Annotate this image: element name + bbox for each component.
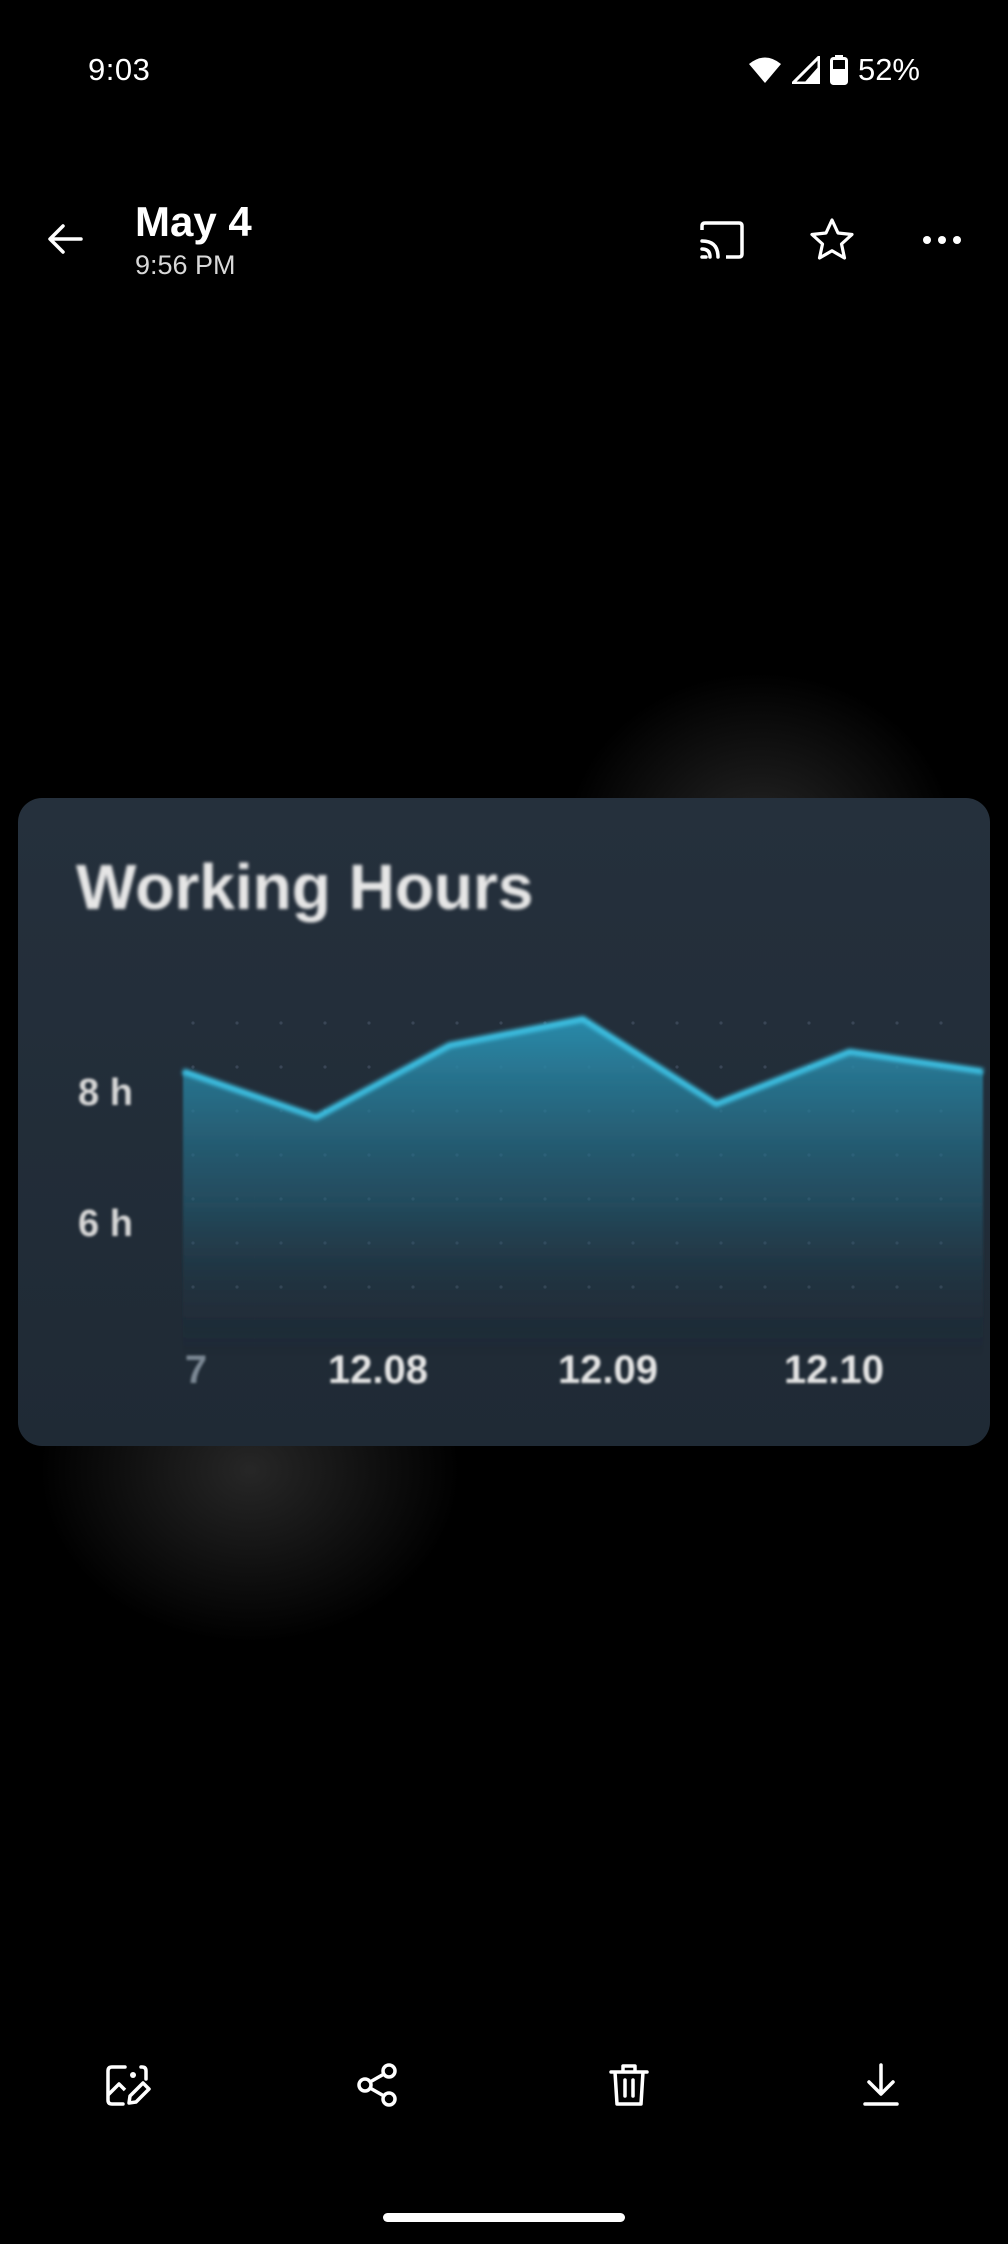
x-tick-label: 12.10 [784, 1348, 884, 1392]
grid-dot [851, 1021, 855, 1025]
arrow-left-icon [48, 224, 83, 254]
battery-percent: 52% [857, 52, 920, 87]
trash-icon [609, 2064, 649, 2106]
grid-dot [939, 1021, 943, 1025]
grid-dot [411, 1021, 415, 1025]
grid-dot [631, 1021, 635, 1025]
grid-dot [367, 1065, 371, 1069]
grid-dot [763, 1065, 767, 1069]
share-button[interactable] [332, 2040, 422, 2130]
wifi-icon [748, 56, 782, 84]
grid-dot [499, 1021, 503, 1025]
star-icon [810, 218, 854, 260]
status-time: 9:03 [88, 52, 151, 87]
grid-dot [279, 1065, 283, 1069]
edit-image-button[interactable] [82, 2040, 172, 2130]
share-icon [357, 2063, 397, 2107]
y-tick-label: 8 h [78, 1072, 133, 1114]
home-indicator[interactable] [383, 2213, 625, 2222]
grid-dot [235, 1021, 239, 1025]
grid-dot [191, 1021, 195, 1025]
download-button[interactable] [836, 2040, 926, 2130]
chart-title: Working Hours [76, 851, 534, 923]
back-button[interactable] [30, 204, 100, 274]
x-tick-label: 7 [185, 1348, 207, 1392]
grid-dot [235, 1065, 239, 1069]
grid-dot [719, 1065, 723, 1069]
edit-image-icon [106, 2065, 151, 2106]
x-tick-label: 12.08 [328, 1348, 428, 1392]
more-icon [923, 236, 961, 244]
status-icons: 52% [748, 52, 920, 88]
grid-dot [895, 1021, 899, 1025]
delete-button[interactable] [584, 2040, 674, 2130]
cast-icon [700, 221, 744, 259]
chart-series-line [182, 1016, 984, 1121]
bottom-toolbar [0, 2040, 1008, 2130]
app-actions [686, 204, 978, 276]
photo-image[interactable]: Working Hours 8 h 6 h 7 12.08 12.09 12.10 [18, 798, 990, 1446]
title-block: May 4 9:56 PM [135, 198, 252, 281]
photo-time-subtitle: 9:56 PM [135, 250, 236, 280]
grid-dot [807, 1021, 811, 1025]
cell-signal-icon [791, 56, 820, 84]
y-tick-label: 6 h [78, 1203, 133, 1245]
x-tick-label: 12.09 [558, 1348, 658, 1392]
grid-dot [367, 1021, 371, 1025]
cast-button[interactable] [686, 204, 758, 276]
grid-dot [763, 1021, 767, 1025]
grid-dot [675, 1021, 679, 1025]
battery-icon [829, 55, 848, 85]
grid-dot [455, 1021, 459, 1025]
working-hours-chart: 8 h 6 h 7 12.08 12.09 12.10 [78, 1016, 984, 1392]
grid-dot [279, 1021, 283, 1025]
grid-dot [323, 1065, 327, 1069]
more-options-button[interactable] [906, 204, 978, 276]
app-bar: May 4 9:56 PM [0, 180, 1008, 300]
y-axis-ticks: 8 h 6 h [78, 1072, 133, 1245]
grid-dot [675, 1065, 679, 1069]
grid-dot [323, 1021, 327, 1025]
grid-dot [719, 1021, 723, 1025]
download-icon [863, 2063, 899, 2106]
grid-dot [191, 1065, 195, 1069]
x-axis-ticks: 7 12.08 12.09 12.10 [185, 1348, 884, 1392]
status-bar: 9:03 52% [0, 0, 1008, 150]
favorite-button[interactable] [796, 204, 868, 276]
photo-date-title: May 4 [135, 198, 252, 245]
chart-area-fill [183, 1019, 983, 1358]
